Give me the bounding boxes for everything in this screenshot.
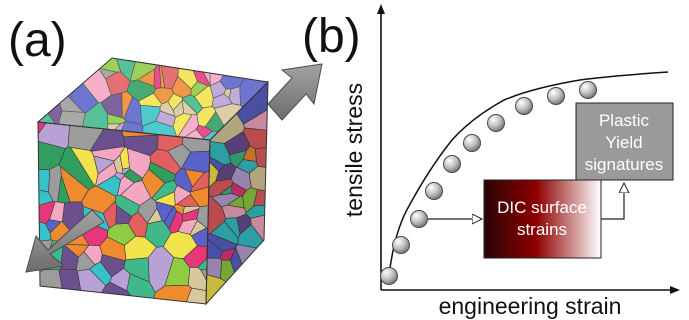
grain [229,150,247,168]
yield-box-line-1: Plastic [599,111,650,130]
data-point [547,87,565,105]
data-point [487,114,505,132]
cube-front-face [38,122,210,304]
y-axis-label: tensile stress [341,83,367,217]
grain [60,166,89,203]
grain [184,287,210,304]
data-point [579,81,597,99]
grain [221,204,247,219]
grain [116,175,135,196]
data-markers [380,81,597,285]
grain [155,201,175,223]
x-axis-label: engineering strain [439,293,622,319]
panel-a-label: (a) [8,14,67,67]
grain [38,122,50,138]
grain [105,71,131,96]
data-point [380,267,398,285]
panel-b-label: (b) [302,10,361,63]
grain [102,200,117,229]
data-point [515,97,533,115]
grain [182,205,201,215]
data-point [410,210,428,228]
grain [49,201,65,223]
grain [196,106,217,128]
x-axis-arrowhead [670,286,680,294]
data-point [443,155,461,173]
grain [209,80,227,99]
stress-strain-curve [388,71,669,277]
y-axis-arrowhead [377,4,385,14]
dic-to-yield-arrow [601,183,624,220]
grain [218,184,233,196]
grain [148,161,176,184]
grain [95,175,121,197]
data-point [392,236,410,254]
grain [219,247,237,261]
tension-arrow-lower-left [25,209,105,273]
yield-box-line-2: Yield [605,133,642,152]
grain [184,169,206,188]
polycrystal-cube [36,57,270,306]
grain [224,217,241,239]
data-point [425,182,443,200]
grain [99,236,127,262]
dic-box-line-2: strains [517,220,567,239]
dic-box-line-1: DIC surface [497,198,587,217]
data-point [463,134,481,152]
dic-surface-strains-box [483,179,602,259]
plastic-yield-signatures-box [575,102,674,181]
grain [69,146,99,187]
grain [38,169,51,193]
cube-side-outline [205,80,269,306]
grain [122,167,131,175]
tension-arrow-upper-right [267,63,323,121]
grain [245,204,268,219]
yield-box-line-3: signatures [585,155,663,174]
grain [155,110,176,128]
